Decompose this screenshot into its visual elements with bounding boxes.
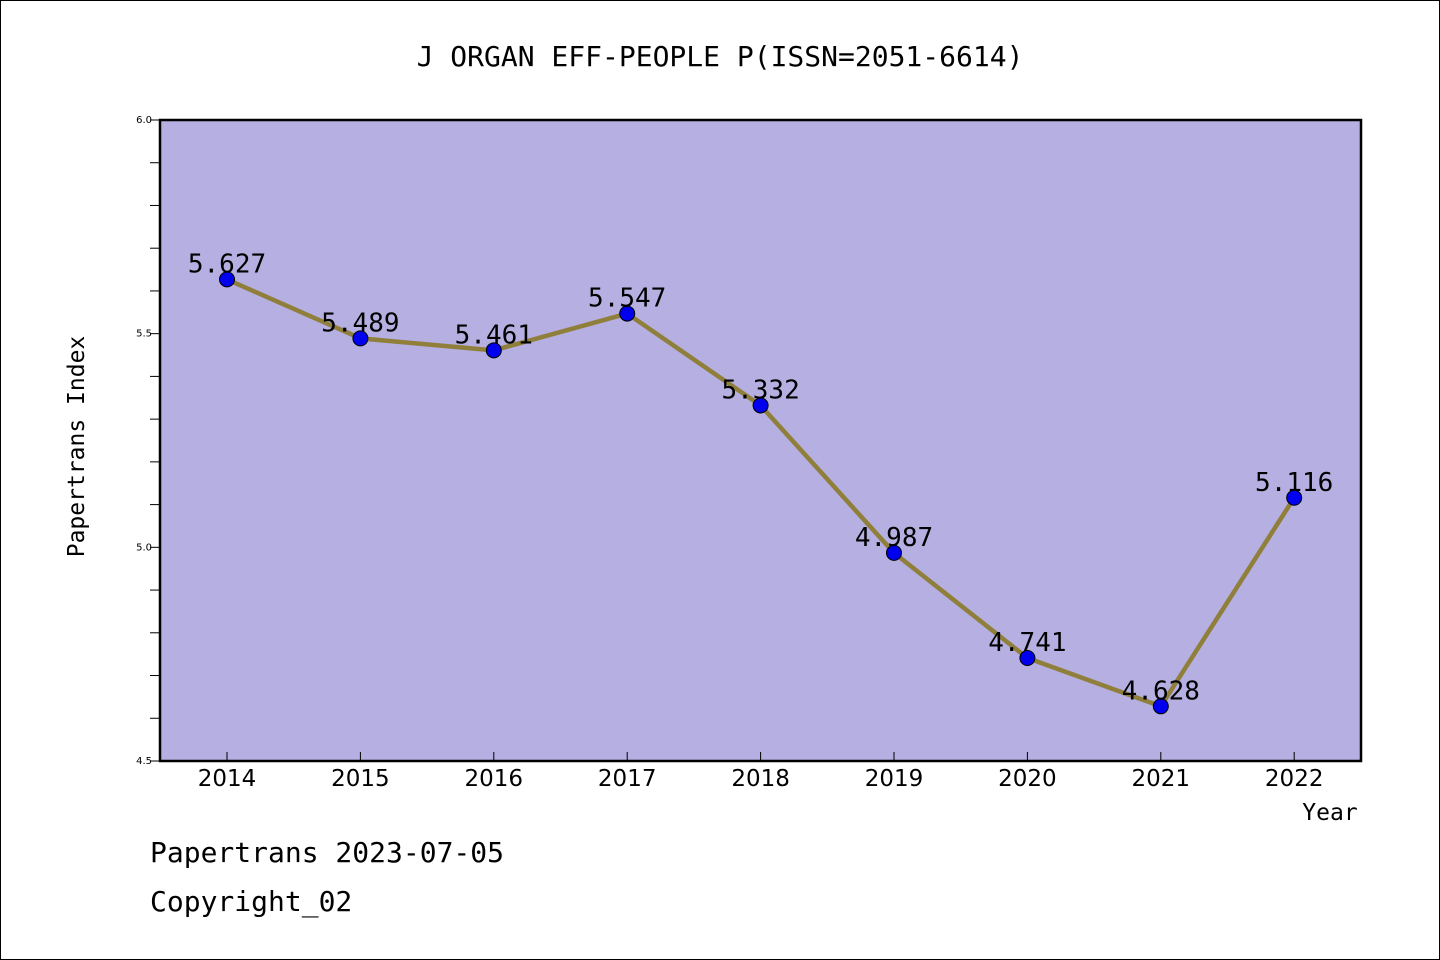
data-points (219, 271, 1303, 715)
data-point (619, 305, 636, 322)
x-tick-label: 2016 (465, 766, 524, 792)
x-tick-label: 2022 (1265, 766, 1324, 792)
x-tick-label: 2015 (331, 766, 390, 792)
x-tick-label: 2020 (998, 766, 1057, 792)
data-label: 5.627 (188, 249, 266, 279)
data-labels: 5.627 5.489 5.461 5.547 5.332 4.987 4.741 4.628… (188, 249, 1333, 706)
y-tick-label: 6.0 (136, 115, 152, 126)
data-point (752, 397, 769, 414)
y-axis: 4.5 5.0 5.5 6.0 (136, 115, 160, 767)
data-point (219, 271, 235, 288)
data-label: 4.987 (855, 523, 933, 553)
x-tick-label: 2017 (598, 766, 657, 792)
data-label: 4.628 (1122, 676, 1200, 706)
x-tick-label: 2021 (1132, 766, 1191, 792)
data-point (1019, 650, 1036, 667)
chart-title: J ORGAN EFF-PEOPLE P(ISSN=2051-6614) (417, 40, 1024, 73)
x-axis-label: Year (1302, 800, 1357, 826)
plot-area (158, 118, 1363, 763)
x-tick-label: 2019 (865, 766, 924, 792)
data-point (352, 330, 369, 347)
data-label: 5.489 (321, 308, 399, 338)
data-label: 4.741 (988, 628, 1066, 658)
data-point (1152, 698, 1169, 715)
data-point (886, 544, 902, 561)
footer-copyright: Copyright_02 (150, 885, 353, 918)
x-tick-label: 2014 (198, 766, 257, 792)
y-tick-label: 5.0 (136, 542, 152, 553)
y-axis-label: Papertrans Index (64, 336, 90, 558)
footer-date: Papertrans 2023-07-05 (150, 836, 505, 869)
y-tick-label: 5.5 (136, 329, 152, 340)
data-label: 5.547 (588, 284, 666, 314)
data-point (1286, 489, 1303, 506)
data-label: 5.461 (455, 320, 533, 350)
x-tick-label: 2018 (731, 766, 790, 792)
y-tick-label: 4.5 (136, 756, 152, 767)
x-axis: 2014 2015 2016 2017 2018 2019 2020 2021 2022 (198, 752, 1324, 792)
data-label: 5.332 (721, 375, 799, 405)
data-label: 5.116 (1255, 468, 1333, 498)
data-point (485, 342, 502, 359)
